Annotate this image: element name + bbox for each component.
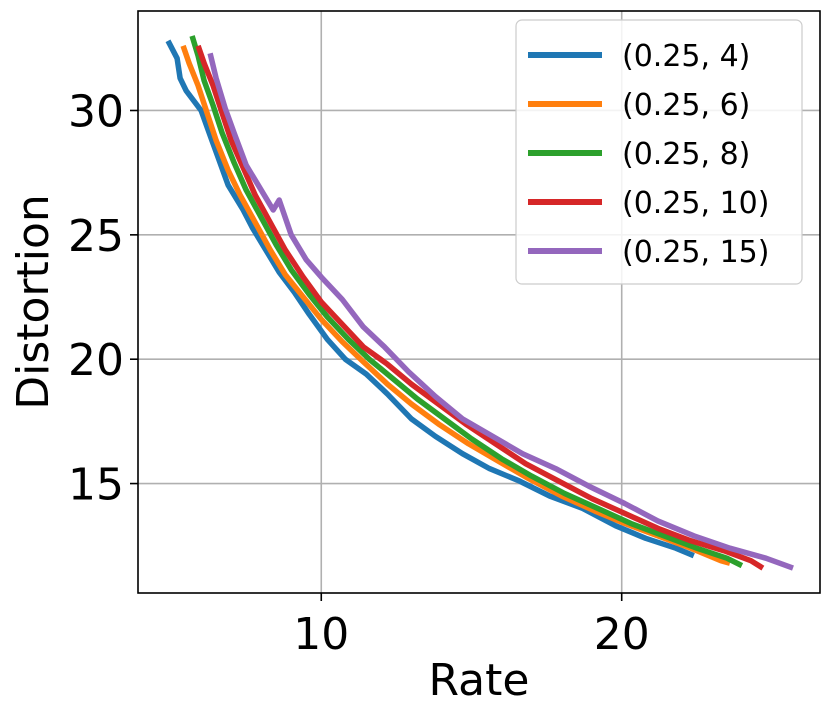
x-tick-label: 20 — [594, 609, 650, 660]
legend-label: (0.25, 15) — [622, 235, 769, 270]
y-tick-label: 15 — [68, 460, 124, 511]
legend: (0.25, 4) (0.25, 6) (0.25, 8) (0.25, 10) (0.… — [515, 19, 803, 285]
series-line — [180, 44, 731, 566]
y-tick-label: 30 — [68, 86, 124, 137]
y-tick-label: 25 — [68, 211, 124, 262]
series-line — [189, 35, 744, 569]
tick-layer: 10 20 15 20 25 30 — [68, 86, 650, 660]
series-line — [195, 44, 765, 571]
x-tick-label: 10 — [293, 609, 349, 660]
legend-entries: (0.25, 4) (0.25, 6) (0.25, 8) (0.25, 10) (0.… — [528, 39, 769, 270]
series-line — [207, 52, 794, 571]
series-line — [165, 39, 695, 559]
x-axis-label: Rate — [429, 655, 530, 706]
plot-area-frame — [137, 10, 821, 594]
legend-label: (0.25, 6) — [622, 88, 750, 123]
y-tick-label: 20 — [68, 335, 124, 386]
legend-label: (0.25, 4) — [622, 39, 750, 74]
legend-box — [515, 19, 803, 285]
y-axis-label: Distortion — [8, 194, 59, 410]
series-layer — [165, 35, 794, 571]
legend-label: (0.25, 8) — [622, 137, 750, 172]
legend-label: (0.25, 10) — [622, 186, 769, 221]
